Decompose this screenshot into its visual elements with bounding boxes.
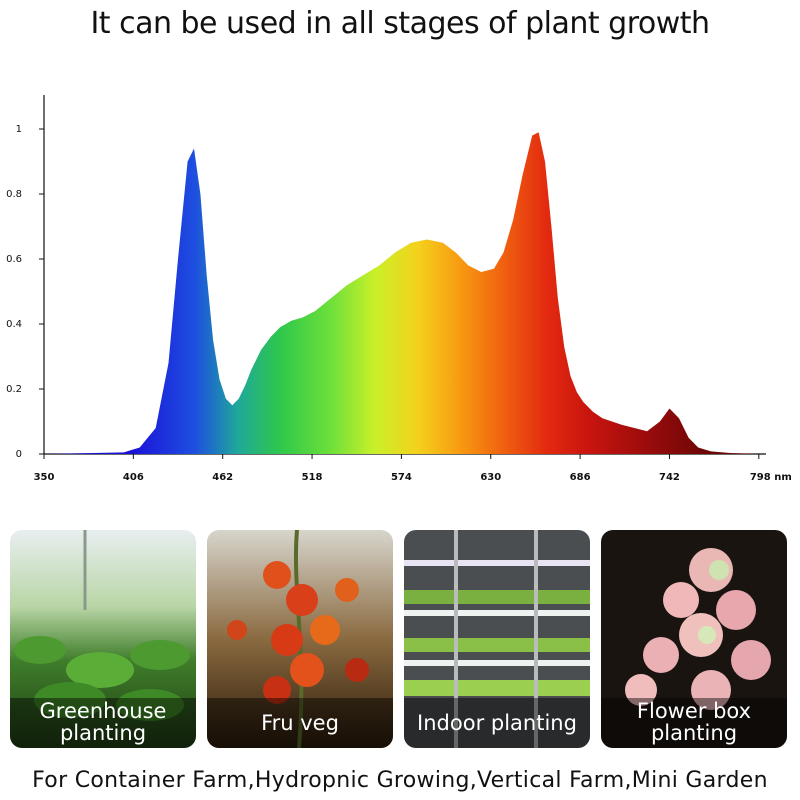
tile-caption-band	[601, 698, 787, 748]
y-tick-label: 0.2	[6, 384, 22, 395]
indoor-farm-image	[404, 530, 590, 748]
x-tick-label: 742	[659, 472, 680, 483]
x-tick-label: 630	[480, 472, 501, 483]
tile-label-line: Greenhouse	[39, 699, 167, 723]
x-tick-label: 350	[34, 472, 55, 483]
tile-label-line: Flower box	[636, 699, 752, 723]
tomato-image	[207, 530, 393, 748]
y-tick-label: 1	[16, 124, 22, 135]
tile-caption-band	[207, 698, 393, 748]
tile-label-line: Fru veg	[261, 711, 339, 735]
x-tick-label: 574	[391, 472, 412, 483]
tile-label: Greenhouse planting	[10, 700, 196, 744]
spectrum-chart: 0 0.2 0.4 0.6 0.8 1 350 406 462 518 574 630 686 742 7…	[6, 95, 792, 483]
tile-indoor: Indoor planting	[404, 530, 590, 748]
tile-caption-band	[10, 698, 196, 748]
tile-label-line: planting	[59, 721, 147, 745]
y-tick-label: 0.8	[6, 189, 22, 200]
x-tick-label: 798 nm	[750, 472, 792, 483]
footer-text: For Container Farm,Hydropnic Growing,Ver…	[32, 768, 768, 793]
tile-label: Fru veg	[207, 712, 393, 734]
tile-label-line: planting	[650, 721, 738, 745]
x-tick-label: 686	[570, 472, 591, 483]
tile-label: Indoor planting	[404, 712, 590, 734]
tile-label-line: Indoor planting	[417, 711, 577, 735]
tile-flower-box: Flower box planting	[601, 530, 787, 748]
tile-label: Flower box planting	[601, 700, 787, 744]
x-tick-label: 406	[123, 472, 144, 483]
x-tick-label: 462	[212, 472, 233, 483]
y-tick-label: 0.6	[6, 254, 22, 265]
y-tick-label: 0.4	[6, 319, 22, 330]
application-gallery: Greenhouse planting	[10, 530, 790, 750]
tile-fruit-vegetables: Fru veg	[207, 530, 393, 748]
x-tick-label: 518	[302, 472, 323, 483]
tile-caption-band	[404, 698, 590, 748]
page-title: It can be used in all stages of plant gr…	[90, 6, 710, 41]
spectrum-area	[44, 132, 759, 455]
tile-greenhouse: Greenhouse planting	[10, 530, 196, 748]
y-tick-label: 0	[16, 449, 22, 460]
succulent-image	[601, 530, 787, 748]
greenhouse-image	[10, 530, 196, 748]
